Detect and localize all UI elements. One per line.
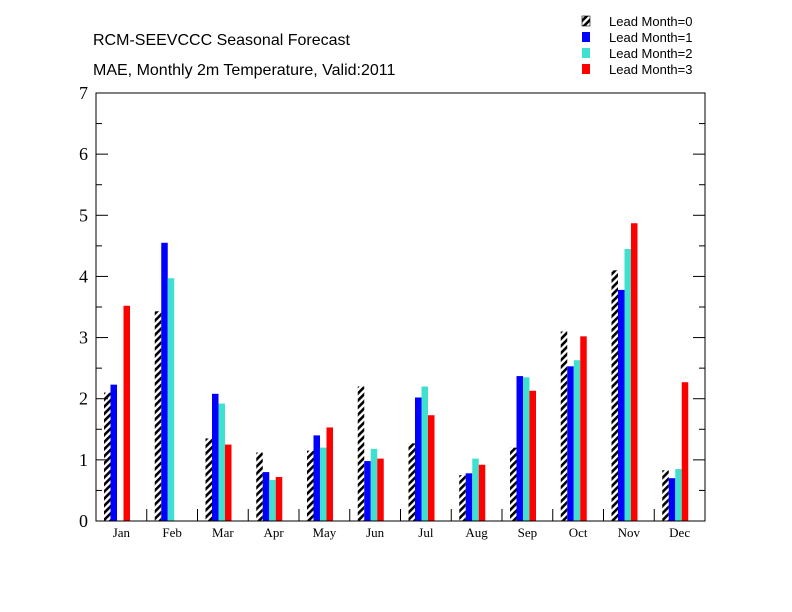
- y-tick-label: 2: [79, 389, 88, 409]
- x-tick-label-sep: Sep: [518, 525, 538, 540]
- bar-jun-lead-3: [377, 458, 384, 521]
- bar-may-lead-2: [320, 447, 327, 521]
- bar-mar-lead-0: [205, 438, 212, 521]
- bar-may-lead-3: [326, 427, 333, 521]
- bar-sep-lead-1: [516, 376, 523, 521]
- bar-apr-lead-3: [275, 476, 283, 521]
- bar-jun-lead-2: [370, 448, 378, 521]
- bar-nov-lead-3: [631, 223, 638, 522]
- bar-mar-lead-2: [218, 403, 225, 521]
- bar-oct-lead-3: [580, 336, 587, 521]
- x-tick-label-may: May: [312, 525, 336, 540]
- bar-nov-lead-1: [618, 289, 625, 521]
- bar-dec-lead-2: [675, 469, 682, 521]
- bar-apr-lead-2: [269, 480, 276, 521]
- bar-nov-lead-2: [624, 248, 631, 521]
- bar-aug-lead-0: [459, 475, 466, 521]
- bar-apr-lead-1: [262, 472, 270, 521]
- legend-label-1: Lead Month=1: [609, 30, 692, 45]
- bar-may-lead-1: [313, 435, 320, 521]
- bar-sep-lead-3: [529, 390, 536, 521]
- x-tick-label-oct: Oct: [569, 525, 588, 540]
- bars: [104, 223, 689, 522]
- chart-title: RCM-SEEVCCC Seasonal Forecast: [93, 32, 351, 49]
- bar-mar-lead-1: [212, 393, 219, 521]
- y-tick-label: 4: [79, 266, 88, 286]
- bar-oct-lead-1: [567, 366, 574, 521]
- x-tick-label-apr: Apr: [264, 525, 285, 540]
- bar-jul-lead-2: [421, 386, 428, 521]
- plot-frame: [95, 92, 706, 522]
- bar-nov-lead-0: [611, 270, 618, 521]
- y-tick-label: 0: [79, 511, 88, 531]
- x-tick-label-mar: Mar: [212, 525, 234, 540]
- legend-swatch-3: [582, 64, 590, 74]
- bar-feb-lead-2: [167, 278, 175, 521]
- bar-jun-lead-0: [357, 386, 365, 521]
- legend-swatch-2: [582, 48, 590, 58]
- bar-dec-lead-0: [662, 470, 669, 521]
- legend-label-2: Lead Month=2: [609, 46, 692, 61]
- x-tick-label-feb: Feb: [162, 525, 182, 540]
- bar-sep-lead-0: [510, 447, 517, 521]
- legend-label-3: Lead Month=3: [609, 62, 692, 77]
- y-tick-label: 5: [79, 205, 88, 225]
- bar-feb-lead-1: [161, 242, 168, 522]
- bar-dec-lead-3: [681, 382, 689, 521]
- x-tick-label-jul: Jul: [418, 525, 434, 540]
- bar-may-lead-0: [307, 450, 314, 521]
- chart-subtitle: MAE, Monthly 2m Temperature, Valid:2011: [93, 62, 395, 79]
- legend-swatch-1: [582, 32, 590, 42]
- bar-jun-lead-1: [364, 461, 371, 521]
- y-tick-label: 6: [79, 144, 88, 164]
- bar-feb-lead-0: [154, 311, 162, 521]
- y-tick-label: 7: [79, 83, 88, 103]
- x-tick-label-aug: Aug: [465, 525, 488, 540]
- bar-jan-lead-1: [110, 384, 117, 521]
- bar-jan-lead-3: [123, 305, 130, 521]
- bar-aug-lead-1: [465, 473, 473, 521]
- x-tick-label-jun: Jun: [366, 525, 385, 540]
- x-tick-label-dec: Dec: [669, 525, 690, 540]
- bar-aug-lead-2: [472, 458, 479, 521]
- bar-jul-lead-1: [415, 397, 422, 521]
- bar-oct-lead-0: [560, 331, 568, 521]
- bar-jan-lead-0: [104, 392, 111, 521]
- bar-jul-lead-0: [408, 443, 415, 521]
- bar-mar-lead-3: [225, 444, 232, 521]
- y-tick-label: 1: [79, 450, 88, 470]
- y-tick-label: 3: [79, 328, 88, 348]
- bar-dec-lead-1: [668, 478, 676, 521]
- bar-aug-lead-3: [478, 464, 486, 521]
- x-tick-label-jan: Jan: [113, 525, 131, 540]
- bar-sep-lead-2: [523, 377, 530, 521]
- axes: 0 1 2 3 4 5 6 7 Jan Feb Mar Apr May Jun Jul Aug Sep Oct No…: [79, 83, 705, 540]
- bar-jul-lead-3: [428, 415, 435, 521]
- legend-swatch-0: [581, 15, 591, 27]
- legend-label-0: Lead Month=0: [609, 14, 692, 29]
- bar-apr-lead-0: [256, 452, 263, 521]
- x-tick-label-nov: Nov: [618, 525, 641, 540]
- bar-oct-lead-2: [573, 360, 581, 521]
